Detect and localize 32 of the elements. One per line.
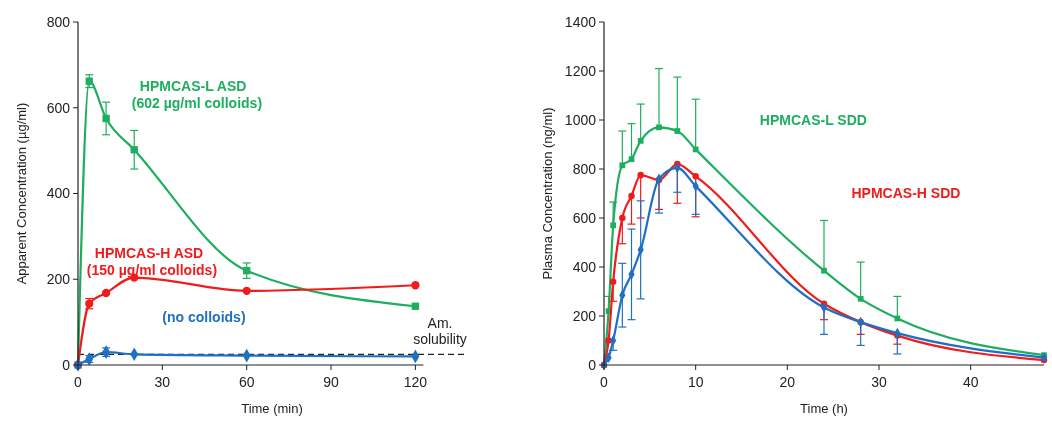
x-tick-label: 40 bbox=[962, 374, 979, 390]
ref-line-label: Am. solubility bbox=[413, 315, 467, 348]
y-tick-label: 600 bbox=[46, 99, 71, 116]
y-tick-label: 0 bbox=[62, 356, 71, 373]
x-tick-label: 0 bbox=[600, 374, 609, 390]
text: HPMCAS-L SDD bbox=[759, 111, 867, 128]
y-tick-label: 0 bbox=[588, 356, 597, 373]
y-tick-label: 200 bbox=[46, 271, 71, 288]
x-tick-label: 30 bbox=[154, 374, 171, 390]
y-axis-title: Plasma Concentration (ng/ml) bbox=[540, 107, 555, 280]
y-tick-label: 800 bbox=[572, 160, 597, 177]
series-label: HPMCAS-L ASD (602 µg/ml colloids) bbox=[131, 77, 263, 111]
x-tick-label: 120 bbox=[403, 374, 428, 390]
y-tick-label: 200 bbox=[572, 307, 597, 324]
y-tick-label: 600 bbox=[572, 209, 597, 226]
y-tick-label: 1400 bbox=[564, 13, 597, 30]
x-tick-label: 30 bbox=[871, 374, 887, 390]
y-tick-label: 400 bbox=[572, 258, 597, 275]
x-tick-label: 0 bbox=[74, 374, 83, 390]
x-axis-title: Time (min) bbox=[241, 401, 303, 416]
x-tick-label: 60 bbox=[238, 374, 255, 390]
y-tick-label: 400 bbox=[46, 185, 71, 202]
x-tick-label: 20 bbox=[779, 374, 796, 390]
y-tick-label: 1200 bbox=[564, 62, 597, 79]
x-axis-title: Time (h) bbox=[800, 401, 848, 416]
text: HPMCAS-H SDD bbox=[851, 185, 961, 202]
x-tick-label: 10 bbox=[687, 374, 704, 390]
annotation: (no colloids) bbox=[162, 309, 246, 326]
x-tick-label: 90 bbox=[323, 374, 340, 390]
y-axis-title: Apparent Concentration (µg/ml) bbox=[14, 102, 29, 285]
y-tick-label: 1000 bbox=[564, 111, 597, 128]
y-tick-label: 800 bbox=[46, 13, 71, 30]
